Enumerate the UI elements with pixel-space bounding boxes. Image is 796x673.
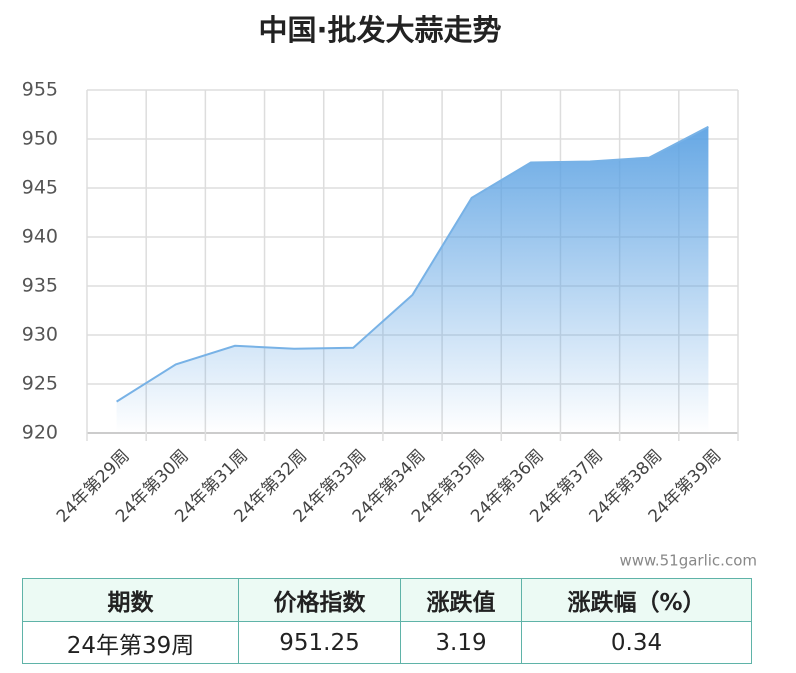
chart: 中国·批发大蒜走势 www.51garlic.com 920 925 930 935 9… [22,13,757,570]
y-tick-label: 930 [22,324,58,346]
table-row: 24年第39周 951.25 3.19 0.34 [22,621,752,664]
y-tick-label: 940 [22,226,58,248]
cell: 3.19 [400,621,522,664]
y-tick-label: 925 [22,373,58,395]
header-cell: 涨跌幅（%） [521,578,752,622]
chart-title: 中国·批发大蒜走势 [258,13,501,47]
cell: 24年第39周 [22,621,239,664]
cell: 0.34 [521,621,752,664]
y-tick-label: 950 [22,128,58,150]
summary-table: 期数 价格指数 涨跌值 涨跌幅（%） 24年第39周 951.25 3.19 0… [22,578,752,664]
table-header: 期数 价格指数 涨跌值 涨跌幅（%） [22,578,752,622]
header-cell: 涨跌值 [400,578,522,622]
y-tick-label: 920 [22,422,58,444]
watermark: www.51garlic.com [619,552,757,570]
area [116,126,709,433]
y-tick-label: 935 [22,275,58,297]
line [116,125,709,403]
cell: 951.25 [238,621,401,664]
y-tick-label: 955 [22,79,58,101]
header-cell: 价格指数 [238,578,401,622]
header-cell: 期数 [22,578,239,622]
y-tick-label: 945 [22,177,58,199]
